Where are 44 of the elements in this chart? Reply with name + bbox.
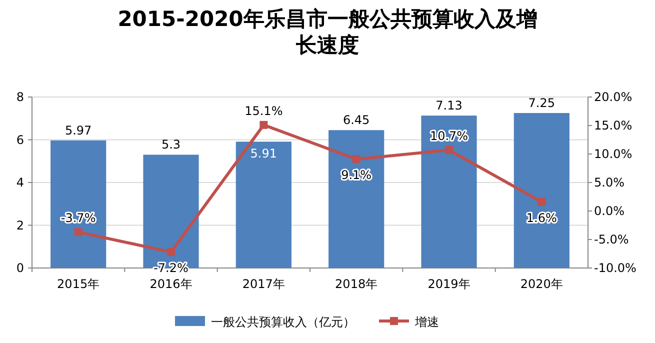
data-label: 1.6% — [526, 210, 557, 225]
y2-tick-label: -10.0% — [594, 261, 636, 275]
y-tick-label: 8 — [16, 90, 24, 104]
bar — [328, 130, 384, 268]
x-tick-label: 2017年 — [242, 277, 285, 291]
y-tick-label: 4 — [16, 176, 24, 190]
legend-label: 一般公共预算收入（亿元） — [211, 315, 355, 329]
bar — [514, 113, 570, 268]
point — [260, 120, 268, 129]
bar — [421, 116, 477, 268]
x-tick-label: 2019年 — [428, 277, 470, 291]
legend-label: 增速 — [414, 315, 439, 329]
x-tick-label: 2018年 — [335, 277, 378, 291]
x-tick-label: 2020年 — [520, 277, 563, 291]
data-label: 7.13 — [436, 98, 462, 113]
chart-title: 2015-2020年乐昌市一般公共预算收入及增长速度 — [116, 6, 538, 58]
data-label: 6.45 — [342, 113, 370, 128]
data-label: 5.91 — [250, 146, 278, 161]
point — [167, 248, 175, 256]
data-label: 9.1% — [341, 168, 372, 182]
y-tick-label: 2 — [16, 218, 24, 232]
data-label: 15.1% — [244, 104, 283, 118]
data-label: -3.7% — [60, 211, 96, 226]
y-tick-label: 0 — [16, 261, 24, 275]
data-label: 5.97 — [64, 123, 92, 138]
bar — [236, 142, 292, 268]
point — [74, 228, 82, 236]
data-label: 5.3 — [161, 138, 181, 152]
x-tick-label: 2016年 — [150, 277, 192, 291]
point — [538, 198, 546, 206]
bar — [50, 140, 106, 268]
y2-tick-label: 15.0% — [594, 118, 632, 132]
y-tick-label: 6 — [16, 132, 24, 147]
y2-tick-label: 5.0% — [594, 176, 624, 190]
y2-tick-label: -5.0% — [594, 232, 629, 246]
data-label: 7.25 — [528, 96, 556, 110]
x-tick-label: 2015年 — [57, 277, 100, 291]
y2-tick-label: 20.0% — [594, 90, 632, 104]
data-label: 10.7% — [430, 129, 468, 144]
y2-tick-label: 0.0% — [594, 204, 624, 218]
point — [352, 155, 360, 164]
point — [445, 146, 453, 154]
y2-tick-label: 10.0% — [594, 147, 632, 161]
data-label: -7.2% — [154, 261, 188, 276]
